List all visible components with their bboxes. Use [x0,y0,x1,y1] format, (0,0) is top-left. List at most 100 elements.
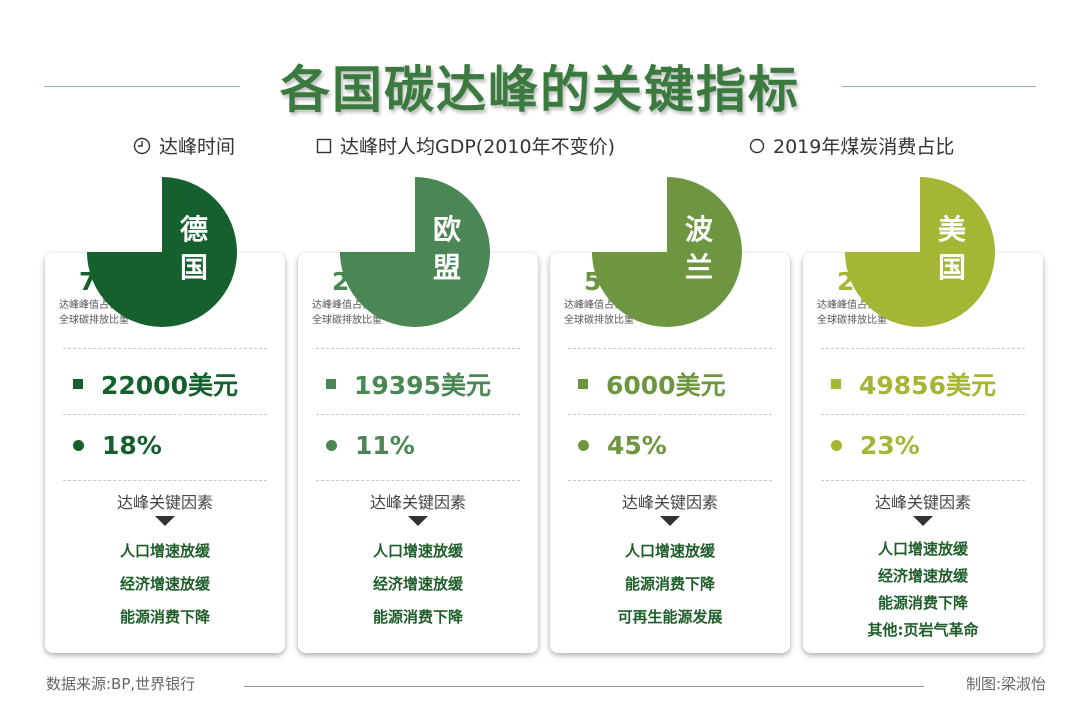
country-name: 德 国 [174,211,214,287]
divider [568,480,772,481]
page-title: 各国碳达峰的关键指标 [280,61,800,119]
dot-marker-icon [73,440,84,451]
factor-item: 人口增速放缓 [372,542,463,560]
clock-icon [883,202,903,222]
factor-item: 经济增速放缓 [877,567,968,585]
title-line-left [44,86,240,87]
gdp-value: 19395美元 [354,371,491,400]
peak-year: 1973 [108,225,162,247]
peak-year: 1987 [613,225,667,247]
country-name-char1: 德 [179,213,208,246]
pie-shape [87,177,237,327]
factor-heading: 达峰关键因素 [369,493,466,512]
country-name-char2: 盟 [432,251,461,284]
country-name: 美 国 [932,211,972,287]
clock-icon [125,202,145,222]
coal-metric: 23% [831,431,920,460]
factor-item: 能源消费下降 [877,594,968,612]
divider [63,480,267,481]
pie-shape [340,177,490,327]
footer-line [244,686,924,687]
factor-item: 可再生能源发展 [617,608,723,626]
share-note-line2: 全球碳排放比重 [817,315,887,326]
country-pie: 1979 欧 盟 [340,177,490,327]
factor-item: 经济增速放缓 [119,575,210,593]
gdp-value: 6000美元 [606,371,726,400]
share-note: 达峰峰值占当年 全球碳排放比重 [59,298,129,328]
clock-icon [630,202,650,222]
coal-value: 18% [102,431,162,460]
divider [316,348,520,349]
legend-coal-label: 2019年煤炭消费占比 [773,136,955,158]
gdp-metric: 22000美元 [73,366,238,402]
share-note: 达峰峰值占当年 全球碳排放比重 [817,298,887,328]
share-note-line1: 达峰峰值占当年 [817,300,887,311]
title-line-right [842,86,1036,87]
factor-heading: 达峰关键因素 [116,493,213,512]
country-name-char1: 欧 [432,213,461,246]
divider [63,414,267,415]
country-name-char2: 国 [937,251,966,284]
clock-icon [378,202,398,222]
share-note-line1: 达峰峰值占当年 [564,300,634,311]
circle-icon [749,138,765,154]
gdp-value: 49856美元 [859,371,996,400]
pie-shape [592,177,742,327]
coal-metric: 18% [73,431,162,460]
factor-item: 经济增速放缓 [372,575,463,593]
gdp-value: 22000美元 [101,371,238,400]
square-marker-icon [831,379,841,389]
legend-coal: 2019年煤炭消费占比 [749,132,954,159]
legend-peak-time-label: 达峰时间 [159,136,236,158]
share-note: 达峰峰值占当年 全球碳排放比重 [312,298,382,328]
square-icon [316,138,332,154]
country-name: 欧 盟 [427,211,467,287]
share-note-line1: 达峰峰值占当年 [59,300,129,311]
legend-gdp-label: 达峰时人均GDP(2010年不变价) [340,136,615,158]
gdp-metric: 19395美元 [326,366,491,402]
square-marker-icon [73,379,83,389]
gdp-metric: 6000美元 [578,366,726,402]
peak-year: 2007 [866,225,920,247]
divider [63,348,267,349]
dot-marker-icon [578,440,589,451]
triangle-down-icon [408,516,428,526]
triangle-down-icon [660,516,680,526]
dot-marker-icon [831,440,842,451]
country-name-char1: 美 [937,213,966,246]
coal-value: 45% [607,431,667,460]
coal-metric: 45% [578,431,667,460]
divider [821,480,1025,481]
country-pie: 2007 美 国 [845,177,995,327]
peak-year: 1979 [361,225,415,247]
share-note-line2: 全球碳排放比重 [59,315,129,326]
divider [821,414,1025,415]
square-marker-icon [326,379,336,389]
factor-item: 能源消费下降 [119,608,210,626]
factor-item: 人口增速放缓 [877,540,968,558]
divider [316,414,520,415]
square-marker-icon [578,379,588,389]
legend-gdp: 达峰时人均GDP(2010年不变价) [316,132,615,159]
factor-item: 能源消费下降 [372,608,463,626]
divider [316,480,520,481]
coal-value: 23% [860,431,920,460]
clock-icon [133,137,151,155]
coal-value: 11% [355,431,415,460]
country-name: 波 兰 [679,211,719,287]
country-pie: 1987 波 兰 [592,177,742,327]
share-note-line1: 达峰峰值占当年 [312,300,382,311]
country-pie: 1973 德 国 [87,177,237,327]
country-name-char1: 波 [684,213,713,246]
factor-item: 其他:页岩气革命 [867,621,979,639]
coal-metric: 11% [326,431,415,460]
country-name-char2: 兰 [684,251,713,284]
data-source: 数据来源:BP,世界银行 [46,675,196,693]
factor-heading: 达峰关键因素 [621,493,718,512]
factor-item: 人口增速放缓 [624,542,715,560]
gdp-metric: 49856美元 [831,366,996,402]
factor-item: 能源消费下降 [624,575,715,593]
triangle-down-icon [913,516,933,526]
share-note-line2: 全球碳排放比重 [312,315,382,326]
legend-peak-time: 达峰时间 [133,132,235,159]
